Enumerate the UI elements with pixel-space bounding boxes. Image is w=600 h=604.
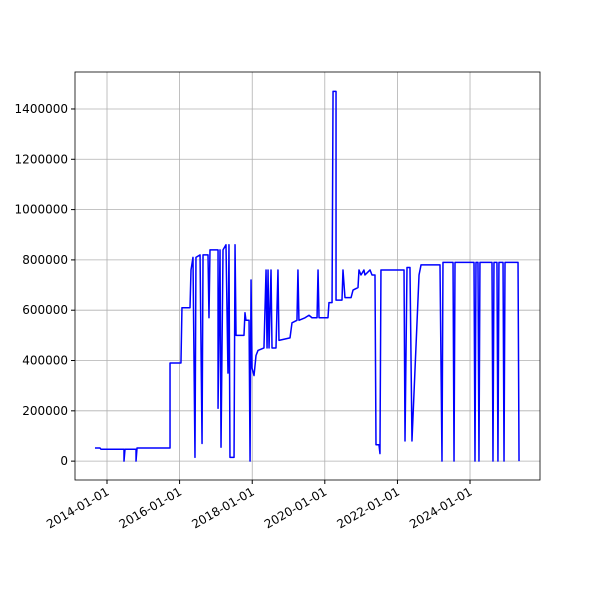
y-tick-label: 200000 <box>22 404 68 418</box>
y-tick-label: 600000 <box>22 303 68 317</box>
y-tick-label: 0 <box>60 454 68 468</box>
data-line <box>94 90 520 462</box>
y-tick-label: 1200000 <box>15 152 68 166</box>
y-tick-label: 800000 <box>22 253 68 267</box>
y-tick-label: 400000 <box>22 354 68 368</box>
y-tick-label: 1400000 <box>15 102 68 116</box>
plot-frame <box>74 71 541 481</box>
y-tick-label: 1000000 <box>15 203 68 217</box>
